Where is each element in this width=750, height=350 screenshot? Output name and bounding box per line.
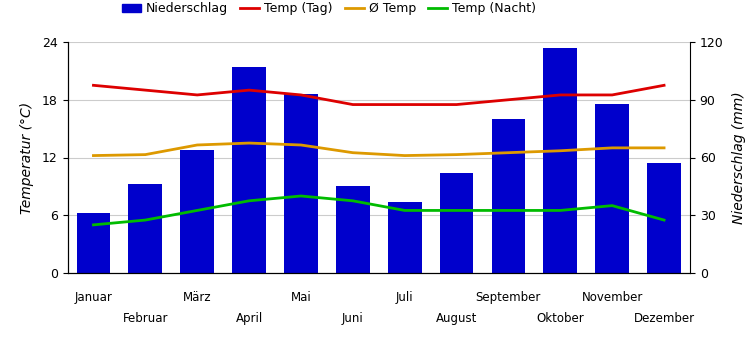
Bar bbox=[284, 94, 318, 273]
Text: September: September bbox=[476, 292, 542, 304]
Bar bbox=[491, 119, 525, 273]
Text: Juli: Juli bbox=[396, 292, 413, 304]
Bar bbox=[232, 67, 266, 273]
Bar bbox=[440, 173, 473, 273]
Bar bbox=[76, 214, 110, 273]
Y-axis label: Niederschlag (mm): Niederschlag (mm) bbox=[732, 91, 746, 224]
Bar bbox=[647, 163, 681, 273]
Bar bbox=[128, 184, 162, 273]
Text: Dezember: Dezember bbox=[634, 312, 694, 325]
Text: April: April bbox=[236, 312, 262, 325]
Bar bbox=[388, 202, 422, 273]
Text: Mai: Mai bbox=[290, 292, 311, 304]
Text: Juni: Juni bbox=[342, 312, 364, 325]
Bar bbox=[596, 104, 629, 273]
Text: Januar: Januar bbox=[74, 292, 112, 304]
Y-axis label: Temperatur (°C): Temperatur (°C) bbox=[20, 102, 34, 214]
Bar bbox=[336, 186, 370, 273]
Bar bbox=[180, 150, 214, 273]
Bar bbox=[544, 48, 578, 273]
Legend: Niederschlag, Temp (Tag), Ø Temp, Temp (Nacht): Niederschlag, Temp (Tag), Ø Temp, Temp (… bbox=[117, 0, 542, 20]
Text: Oktober: Oktober bbox=[536, 312, 584, 325]
Text: November: November bbox=[581, 292, 643, 304]
Text: August: August bbox=[436, 312, 477, 325]
Text: Februar: Februar bbox=[122, 312, 168, 325]
Text: März: März bbox=[183, 292, 211, 304]
